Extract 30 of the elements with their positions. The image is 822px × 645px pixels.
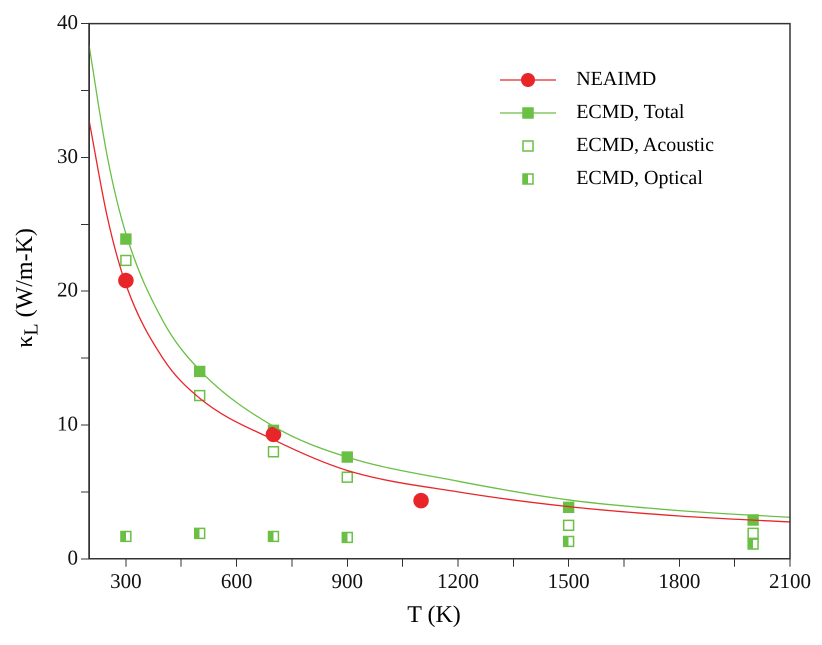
y-tick-label: 0 (68, 545, 78, 570)
x-tick-label: 1800 (658, 568, 700, 593)
y-tick-label: 40 (57, 10, 78, 34)
point (268, 530, 280, 542)
point (747, 528, 759, 540)
point (413, 492, 429, 508)
point (120, 254, 132, 266)
x-tick-label: 1500 (548, 568, 590, 593)
point (342, 532, 353, 544)
x-tick-label: 2100 (769, 568, 811, 593)
point (562, 536, 574, 548)
point (342, 451, 353, 463)
legend-label: ECMD, Acoustic (576, 133, 714, 158)
point (562, 520, 574, 532)
x-tick-label: 600 (220, 568, 252, 593)
x-axis-title: T (K) (406, 602, 462, 629)
legend-label: ECMD, Optical (576, 166, 703, 191)
x-tick-label: 900 (332, 568, 364, 593)
x-tick-label: 300 (110, 568, 142, 593)
point (342, 471, 353, 483)
point (268, 446, 280, 458)
legend-label: ECMD, Total (576, 100, 684, 125)
point (194, 528, 206, 540)
y-tick-label: 20 (57, 278, 78, 302)
point (747, 538, 759, 550)
legend-label: NEAIMD (576, 67, 656, 92)
point (120, 530, 132, 542)
y-tick-label: 30 (57, 144, 78, 168)
x-tick-label: 1200 (436, 568, 479, 593)
y-tick-label: 10 (57, 412, 78, 436)
